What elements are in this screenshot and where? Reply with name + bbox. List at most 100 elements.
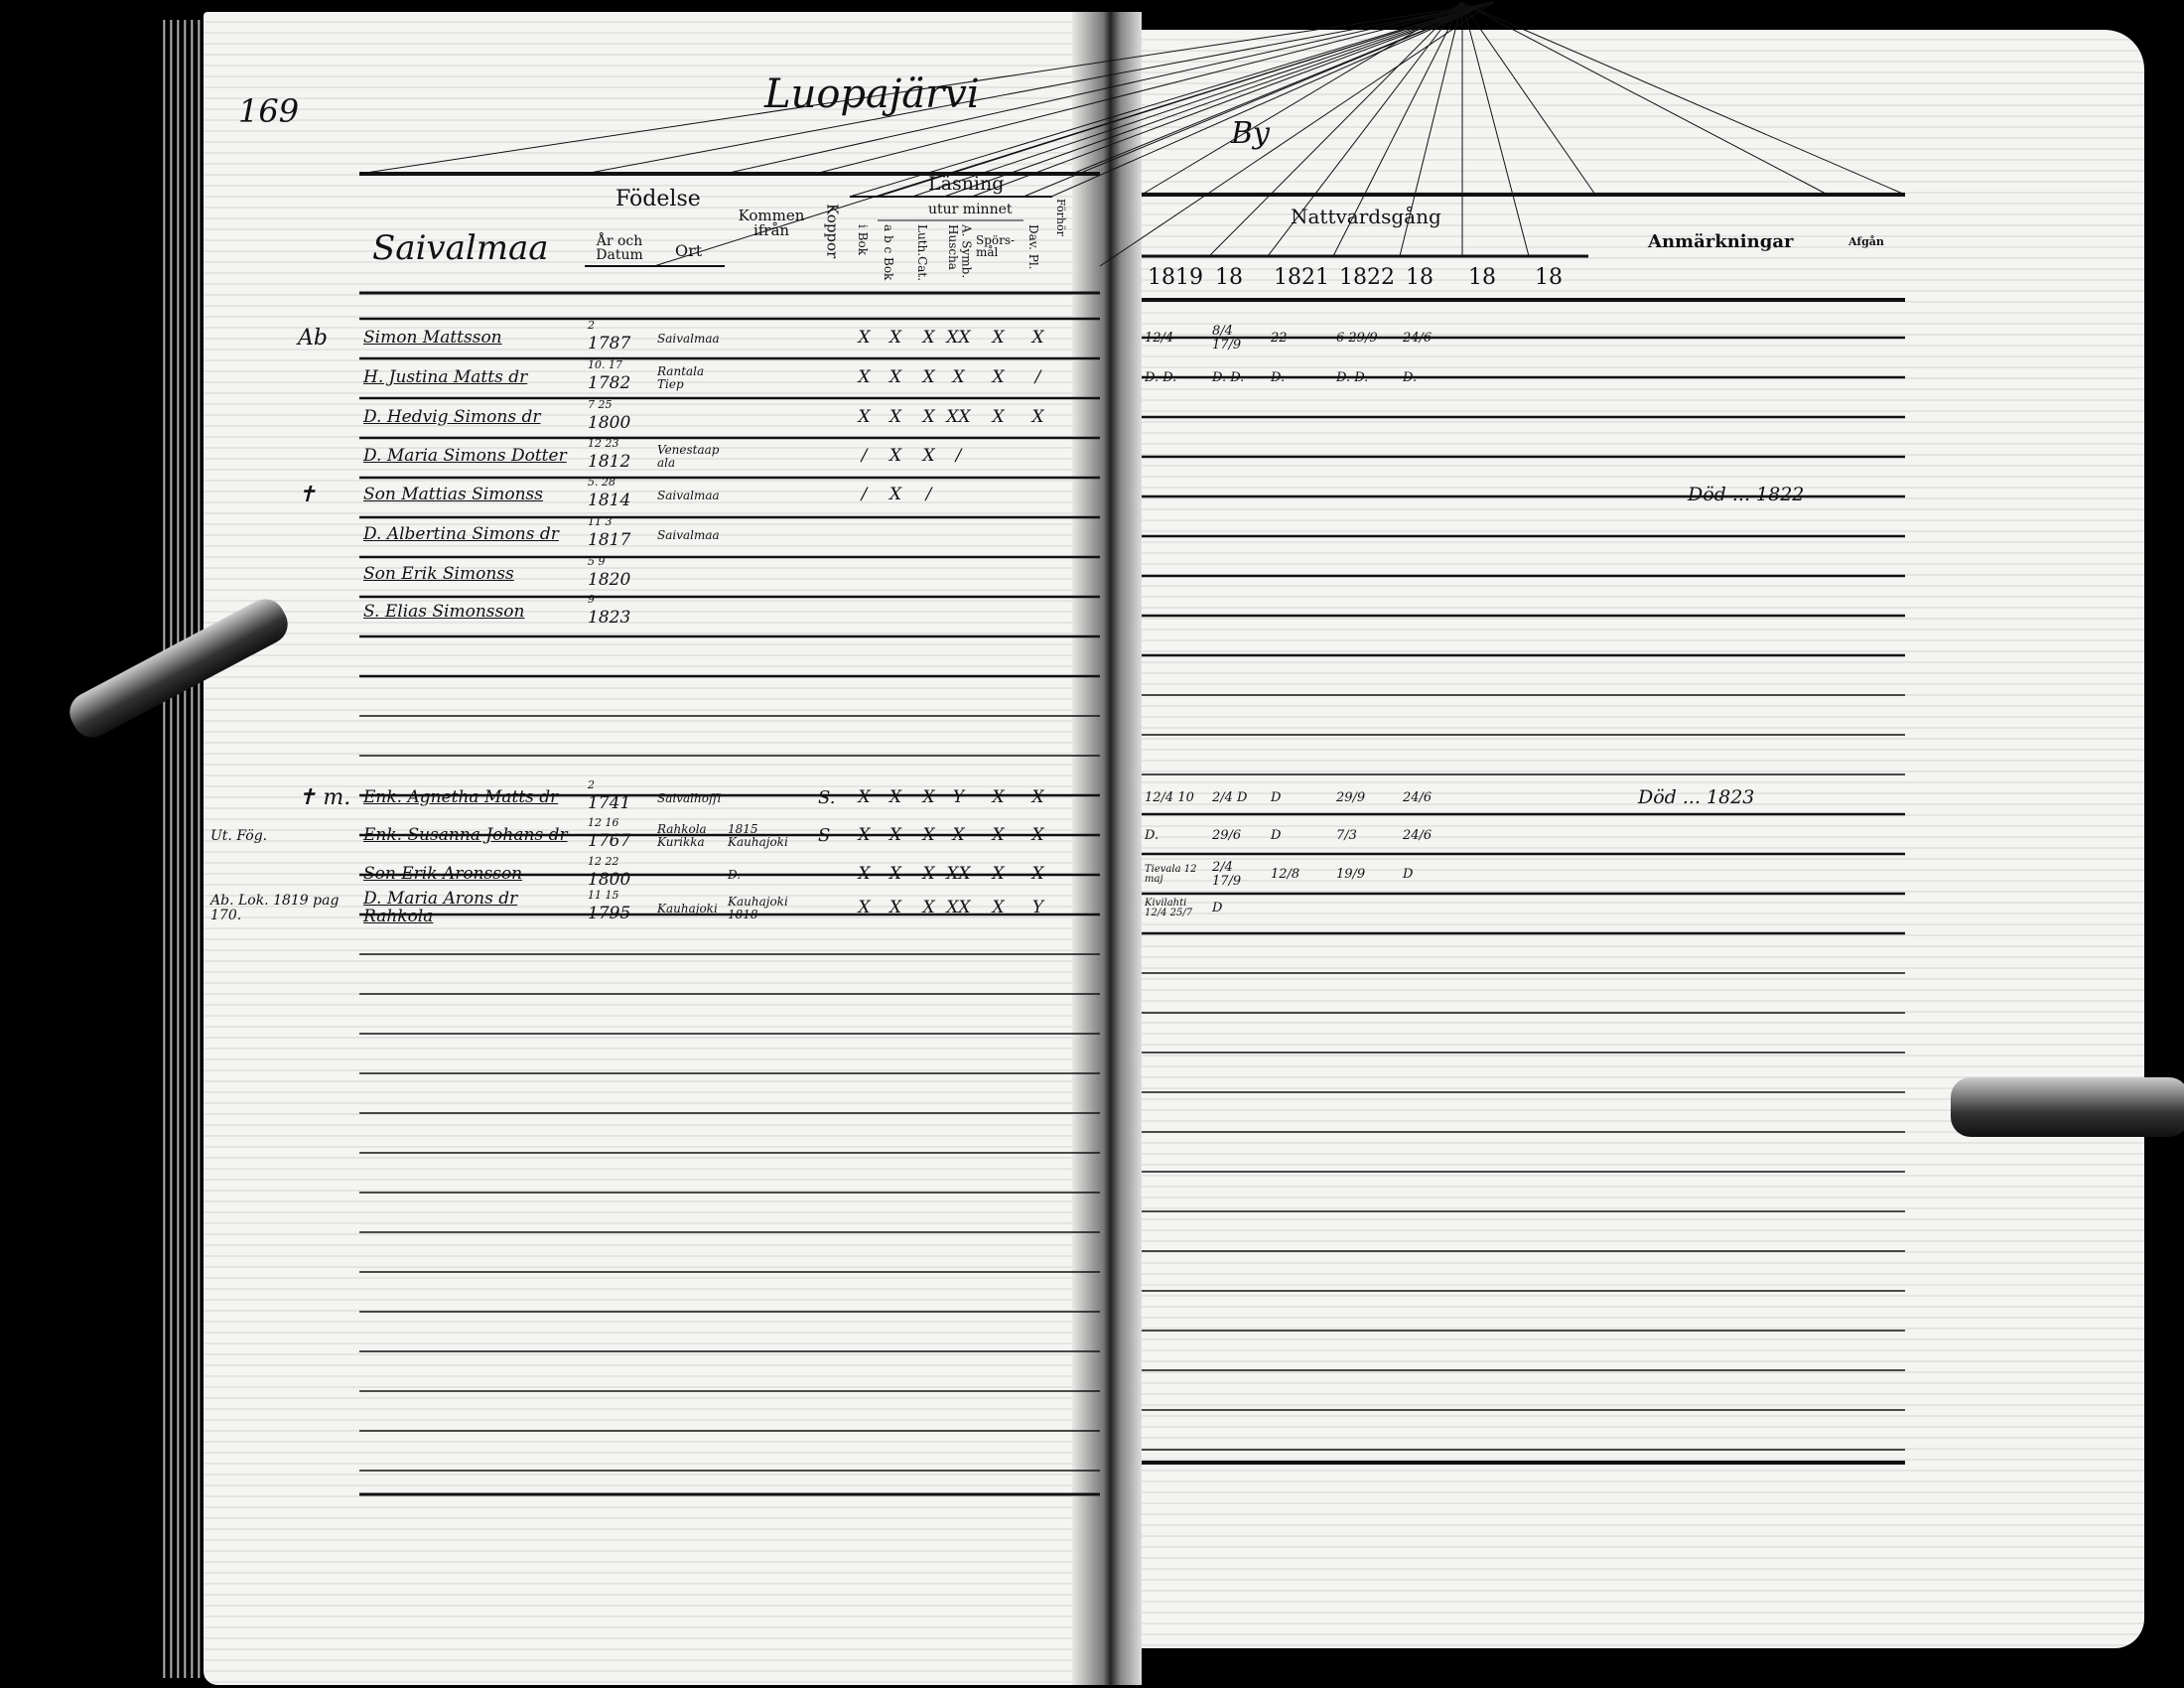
undefined bbox=[911, 1, 1495, 198]
undefined bbox=[943, 1, 1495, 198]
reading-mark: X bbox=[922, 328, 935, 349]
communion-date bbox=[1271, 477, 1330, 514]
reading-mark: X bbox=[858, 898, 871, 918]
communion-date bbox=[1271, 890, 1330, 927]
reading-mark bbox=[852, 516, 877, 554]
communion-date: D bbox=[1403, 867, 1414, 883]
person-name: Son Erik Aronsson bbox=[363, 864, 523, 885]
communion-date bbox=[1336, 438, 1397, 476]
reading-mark: XX bbox=[946, 407, 971, 428]
reading-mark: X bbox=[922, 367, 935, 388]
communion-date bbox=[1532, 477, 1592, 514]
smallpox-mark bbox=[818, 594, 848, 632]
row-mark: ✝ bbox=[298, 483, 317, 508]
birth-day: 11 3 bbox=[588, 515, 613, 529]
birth-year: 1787 bbox=[588, 334, 631, 354]
communion-date: D. D. bbox=[1145, 370, 1177, 386]
birth-year: 1741 bbox=[588, 793, 631, 814]
communion-date: 8/4 17/9 bbox=[1212, 324, 1242, 352]
remark bbox=[1638, 817, 1825, 855]
communion-date bbox=[1465, 320, 1526, 357]
reading-mark: X bbox=[922, 787, 935, 808]
communion-date bbox=[1145, 594, 1206, 632]
communion-date bbox=[1465, 516, 1526, 554]
communion-date bbox=[1336, 556, 1397, 594]
came-from bbox=[728, 594, 813, 632]
row-mark bbox=[298, 856, 355, 894]
birth-day: 2 bbox=[588, 319, 595, 333]
communion-date bbox=[1403, 477, 1459, 514]
reading-mark bbox=[852, 556, 877, 594]
reading-mark bbox=[974, 477, 1023, 514]
reading-mark: X bbox=[992, 407, 1005, 428]
header-symbol: A. Symb. Huscha bbox=[946, 224, 974, 279]
reading-mark: X bbox=[888, 446, 902, 467]
communion-date: 2/4 17/9 bbox=[1212, 860, 1242, 889]
undefined bbox=[849, 1, 1495, 198]
birth-place: Rahkola Kurikka bbox=[657, 822, 707, 849]
communion-date: 29/9 bbox=[1336, 790, 1366, 806]
birth-year: 1814 bbox=[588, 491, 631, 511]
undefined bbox=[1050, 1, 1495, 198]
reading-mark bbox=[974, 594, 1023, 632]
smallpox-mark bbox=[818, 438, 848, 476]
header-birth: Födelse bbox=[615, 187, 701, 211]
communion-date bbox=[1212, 477, 1265, 514]
communion-date bbox=[1212, 438, 1265, 476]
communion-date: 19/9 bbox=[1336, 867, 1366, 883]
communion-date bbox=[1145, 399, 1206, 437]
reading-mark bbox=[914, 556, 943, 594]
communion-date bbox=[1532, 890, 1592, 927]
person-name: Enk. Susanna Johans dr bbox=[363, 825, 568, 846]
row-mark bbox=[298, 359, 355, 397]
communion-date bbox=[1532, 438, 1592, 476]
communion-date bbox=[1532, 320, 1592, 357]
communion-date bbox=[1145, 556, 1206, 594]
remark bbox=[1688, 438, 1825, 476]
header-communion: Nattvardsgång bbox=[1291, 205, 1441, 228]
communion-date: 24/6 bbox=[1403, 828, 1433, 844]
birth-place bbox=[657, 399, 723, 437]
reading-mark bbox=[880, 516, 911, 554]
reading-mark: / bbox=[1034, 367, 1041, 388]
reading-mark: X bbox=[858, 407, 871, 428]
communion-date: 7/3 bbox=[1336, 828, 1357, 844]
birth-day: 12 16 bbox=[588, 816, 619, 830]
communion-date bbox=[1403, 399, 1459, 437]
birth-place: Saivalhoffi bbox=[657, 790, 722, 805]
communion-date bbox=[1336, 477, 1397, 514]
birth-place: Saivalmaa bbox=[657, 488, 720, 502]
smallpox-mark: S bbox=[818, 824, 831, 846]
header-birth-date: År och Datum bbox=[596, 233, 643, 263]
village-suffix: By bbox=[1231, 116, 1270, 151]
communion-date: D. D. bbox=[1336, 370, 1369, 386]
birth-day: 12 23 bbox=[588, 437, 619, 451]
reading-mark: / bbox=[955, 446, 962, 467]
remark bbox=[1638, 890, 1825, 927]
reading-mark: X bbox=[922, 446, 935, 467]
reading-mark: X bbox=[952, 825, 965, 846]
communion-year: 1822 bbox=[1339, 265, 1395, 291]
reading-mark: X bbox=[858, 864, 871, 885]
person-name: D. Hedvig Simons dr bbox=[363, 407, 541, 428]
reading-mark: / bbox=[925, 485, 932, 505]
row-mark: ✝ m. bbox=[298, 785, 351, 811]
reading-mark bbox=[946, 477, 971, 514]
communion-date bbox=[1145, 477, 1206, 514]
undefined bbox=[877, 1, 1495, 198]
smallpox-mark bbox=[818, 359, 848, 397]
communion-date bbox=[1403, 438, 1459, 476]
row-mark bbox=[298, 516, 355, 554]
reading-mark: X bbox=[858, 825, 871, 846]
remark bbox=[1688, 399, 1825, 437]
header-examinations: Förhör bbox=[1054, 199, 1068, 236]
birth-place bbox=[657, 556, 723, 594]
reading-mark bbox=[974, 438, 1023, 476]
smallpox-mark bbox=[818, 477, 848, 514]
page-number: 169 bbox=[238, 92, 300, 130]
undefined bbox=[584, 2, 1495, 175]
header-birth-place: Ort bbox=[675, 241, 703, 260]
communion-date: D bbox=[1271, 828, 1282, 844]
reading-mark: X bbox=[922, 407, 935, 428]
undefined bbox=[1399, 1, 1463, 257]
